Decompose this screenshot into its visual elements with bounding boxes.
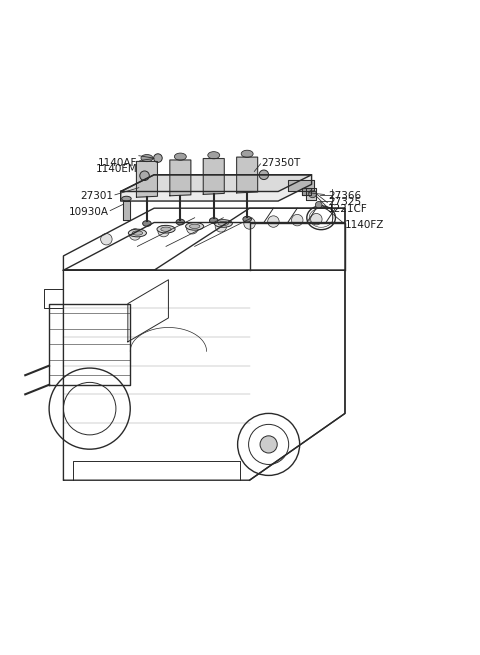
Circle shape	[259, 170, 269, 179]
Ellipse shape	[241, 150, 253, 157]
Polygon shape	[120, 175, 312, 191]
Ellipse shape	[190, 224, 200, 229]
Polygon shape	[306, 188, 316, 200]
Ellipse shape	[121, 196, 131, 201]
Text: 1140EM: 1140EM	[96, 164, 137, 174]
Text: 1140FZ: 1140FZ	[345, 220, 384, 230]
Polygon shape	[288, 179, 314, 191]
Text: 10930A: 10930A	[69, 207, 109, 217]
Polygon shape	[170, 160, 191, 196]
Text: 1140AF: 1140AF	[98, 158, 137, 168]
Ellipse shape	[214, 219, 232, 227]
Circle shape	[158, 225, 169, 237]
Text: 27350T: 27350T	[262, 158, 301, 168]
Ellipse shape	[161, 227, 171, 231]
Circle shape	[291, 214, 303, 226]
Ellipse shape	[143, 221, 151, 227]
Circle shape	[311, 214, 322, 225]
Ellipse shape	[218, 221, 228, 225]
Circle shape	[315, 202, 322, 208]
Ellipse shape	[141, 155, 153, 162]
Polygon shape	[122, 201, 130, 220]
Circle shape	[268, 216, 279, 227]
Ellipse shape	[209, 217, 218, 223]
Circle shape	[244, 217, 255, 229]
Polygon shape	[237, 157, 258, 193]
Text: 27301: 27301	[81, 191, 114, 201]
Circle shape	[215, 221, 227, 232]
Text: 27325: 27325	[328, 197, 361, 208]
Polygon shape	[136, 161, 157, 197]
Ellipse shape	[243, 216, 252, 222]
Ellipse shape	[157, 225, 175, 233]
Circle shape	[187, 223, 198, 234]
Text: 1221CF: 1221CF	[328, 204, 368, 214]
Polygon shape	[302, 188, 311, 195]
Ellipse shape	[186, 223, 204, 230]
Ellipse shape	[132, 231, 143, 235]
Circle shape	[309, 190, 316, 198]
Circle shape	[154, 154, 162, 162]
Text: 27366: 27366	[328, 191, 361, 201]
Circle shape	[140, 171, 149, 181]
Ellipse shape	[176, 219, 185, 225]
Circle shape	[101, 233, 112, 245]
Polygon shape	[203, 159, 224, 195]
Ellipse shape	[128, 229, 146, 237]
Circle shape	[129, 229, 141, 240]
Polygon shape	[120, 175, 312, 201]
Circle shape	[260, 436, 277, 453]
Ellipse shape	[208, 152, 220, 159]
Ellipse shape	[174, 153, 186, 160]
